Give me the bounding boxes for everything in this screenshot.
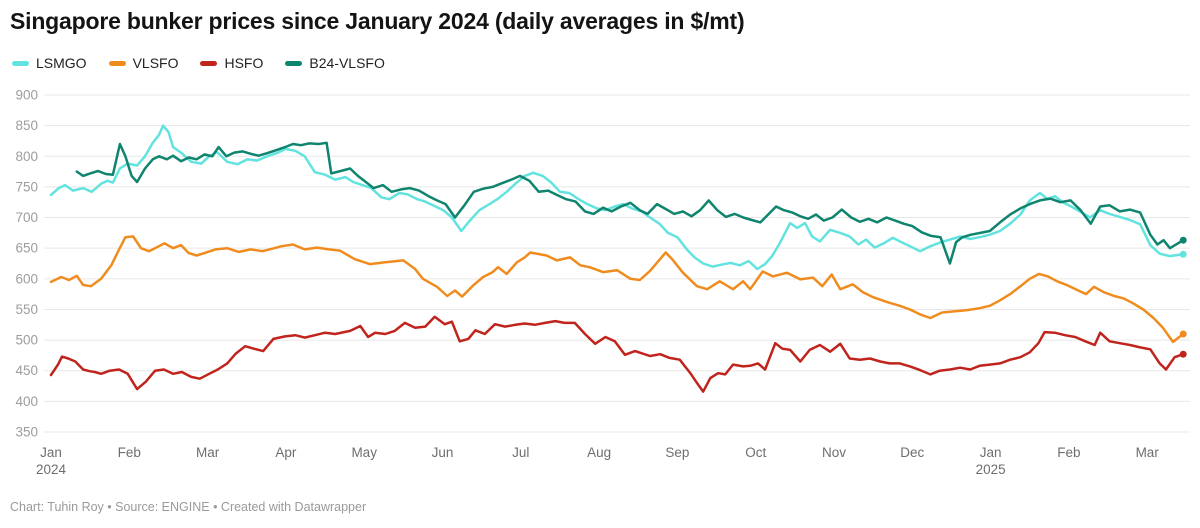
y-tick-label: 400 (15, 394, 38, 409)
x-tick-label: Dec (900, 445, 924, 460)
series-line-VLSFO (49, 235, 1185, 344)
y-tick-label: 550 (15, 302, 38, 317)
series-end-dot-LSMGO (1179, 250, 1187, 258)
x-tick-label: Apr (275, 445, 297, 460)
chart-title: Singapore bunker prices since January 20… (10, 8, 745, 34)
series-line-LSMGO (49, 124, 1185, 271)
legend-swatch-b24-vlsfo (285, 60, 303, 66)
y-tick-label: 750 (15, 179, 38, 194)
series-line-B24-VLSFO (75, 141, 1185, 265)
x-tick-label: Mar (1136, 445, 1160, 460)
legend-item-hsfo: HSFO (200, 55, 263, 71)
x-tick-label: May (351, 445, 377, 460)
legend-item-lsmgo: LSMGO (12, 55, 87, 71)
x-tick-label: Jan (40, 445, 62, 460)
y-tick-label: 600 (15, 271, 38, 286)
y-tick-label: 900 (15, 88, 38, 103)
legend-label-lsmgo: LSMGO (36, 55, 87, 71)
y-tick-label: 650 (15, 241, 38, 256)
legend-swatch-vlsfo (108, 60, 126, 66)
legend: LSMGO VLSFO HSFO B24-VLSFO (12, 55, 385, 71)
legend-swatch-lsmgo (12, 60, 29, 66)
x-tick-label: Feb (1057, 445, 1080, 460)
x-tick-label: Oct (745, 445, 766, 460)
x-tick-label: Jun (432, 445, 454, 460)
series-end-dot-VLSFO (1179, 330, 1187, 338)
y-tick-label: 850 (15, 118, 38, 133)
x-tick-label: Aug (587, 445, 611, 460)
series-end-dot-HSFO (1179, 350, 1187, 358)
y-tick-label: 450 (15, 363, 38, 378)
x-tick-label: Jul (512, 445, 529, 460)
x-tick-label: Feb (118, 445, 141, 460)
legend-label-b24-vlsfo: B24-VLSFO (309, 55, 385, 71)
x-tick-label: Jan (980, 445, 1002, 460)
x-tick-label: Sep (665, 445, 689, 460)
legend-label-hsfo: HSFO (224, 55, 264, 71)
x-tick-label: Nov (822, 445, 846, 460)
y-tick-label: 700 (15, 210, 38, 225)
legend-item-vlsfo: VLSFO (108, 55, 179, 71)
series-line-HSFO (49, 315, 1185, 393)
legend-label-vlsfo: VLSFO (132, 55, 179, 71)
legend-swatch-hsfo (200, 60, 218, 66)
series-end-dot-B24-VLSFO (1179, 236, 1187, 244)
y-tick-label: 800 (15, 149, 38, 164)
x-tick-year-label: 2024 (36, 462, 67, 477)
x-tick-label: Mar (196, 445, 220, 460)
y-tick-label: 500 (15, 333, 38, 348)
legend-item-b24-vlsfo: B24-VLSFO (285, 55, 385, 71)
y-tick-label: 350 (15, 425, 38, 440)
x-tick-year-label: 2025 (976, 462, 1006, 477)
chart-footer: Chart: Tuhin Roy • Source: ENGINE • Crea… (10, 500, 367, 514)
